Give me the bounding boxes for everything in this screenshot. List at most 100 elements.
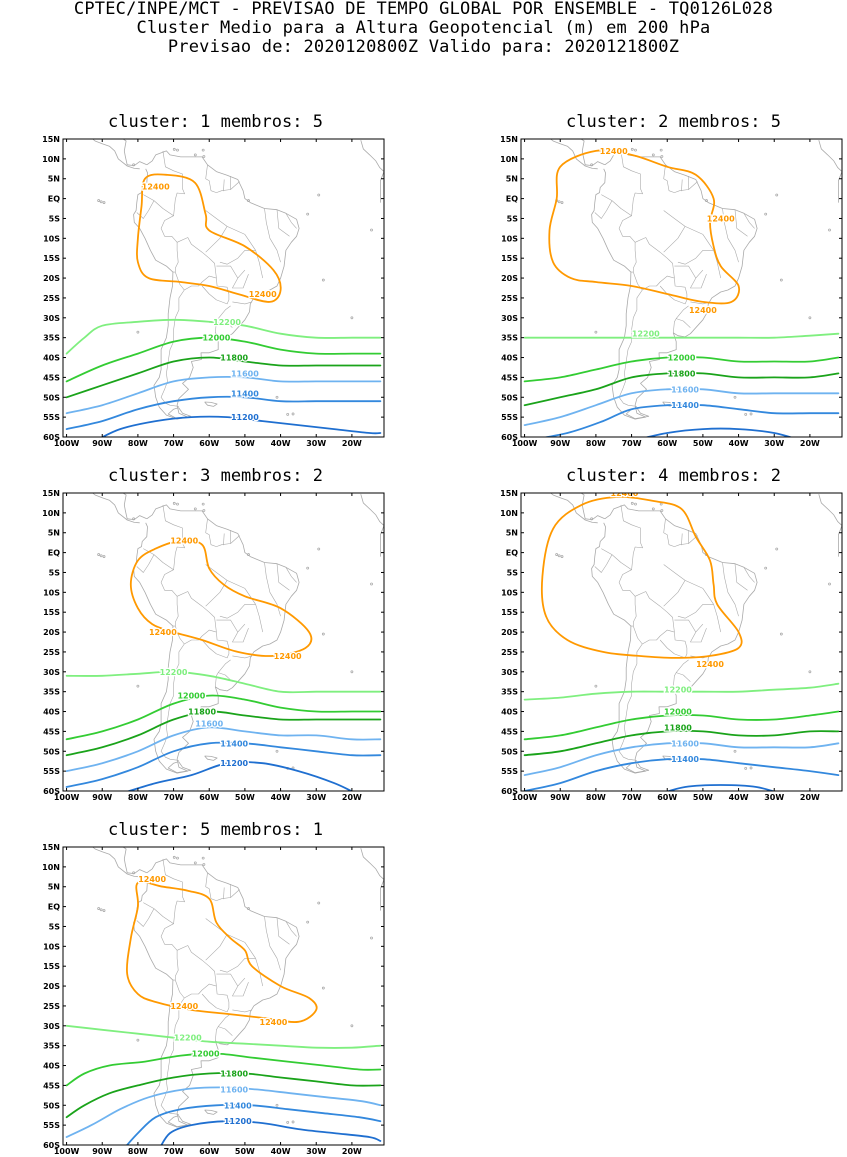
country-border (594, 554, 613, 573)
contour-label-12400: 12400 (707, 214, 735, 223)
contour-11600 (65, 726, 382, 772)
lon-label: 60W (199, 439, 219, 448)
lon-label: 80W (128, 793, 148, 802)
country-border (160, 923, 179, 981)
coastline-south-america (133, 150, 300, 420)
country-border (276, 917, 290, 945)
country-border (232, 623, 249, 643)
country-border (201, 278, 230, 305)
country-border (160, 997, 185, 1115)
lon-label: 80W (586, 793, 606, 802)
lat-label: 40S (43, 708, 60, 717)
map-panel-cluster-3: 12400 12400 12400 12200 12000 11800 11600 11400… (42, 489, 385, 802)
lat-label: 35S (501, 334, 518, 343)
contour-label-12400: 12400 (138, 875, 166, 884)
lat-label: EQ (48, 549, 60, 558)
lon-label: 60W (657, 439, 677, 448)
country-border (285, 213, 297, 229)
country-border (160, 215, 179, 273)
island (102, 201, 106, 204)
lon-label: 30W (306, 1147, 326, 1156)
country-border (675, 305, 689, 319)
lat-label: EQ (48, 903, 60, 912)
lon-label: 60W (199, 1147, 219, 1156)
map-svg: 12400 12400 12400 12200 12000 11800 11600 11400… (42, 843, 385, 1156)
contour-11400 (65, 741, 382, 788)
lon-label: 20W (342, 439, 362, 448)
lon-label: 80W (128, 439, 148, 448)
lat-label: 45S (43, 727, 60, 736)
map-frame (62, 846, 385, 1146)
coastline-layer (92, 139, 384, 420)
contour-11600 (523, 387, 840, 426)
island (97, 553, 101, 556)
contour-11800 (65, 710, 382, 757)
contour-label-12000: 12000 (192, 1050, 220, 1059)
country-border (175, 979, 217, 999)
island (744, 766, 748, 770)
lat-label: 10N (500, 155, 518, 164)
island (202, 863, 206, 866)
lat-label: 25S (43, 648, 60, 657)
contour-label-12200: 12200 (632, 330, 660, 339)
header-title-line: CPTEC/INPE/MCT - PREVISAO DE TEMPO GLOBA… (73, 0, 774, 19)
lon-label: 30W (764, 793, 784, 802)
contour-label-12000: 12000 (668, 354, 696, 363)
island (136, 330, 140, 334)
lon-label: 50W (235, 793, 255, 802)
lat-label: EQ (506, 549, 518, 558)
country-border (690, 269, 707, 289)
island (132, 517, 136, 521)
lat-label: 20S (43, 982, 60, 991)
country-border (160, 569, 179, 627)
country-border (216, 619, 239, 633)
panel-title-cluster-4: cluster: 4 membros: 2 (566, 466, 781, 486)
lat-label: 30S (43, 1022, 60, 1031)
map-frame (520, 138, 843, 438)
island (630, 147, 634, 151)
contour-label-12200: 12200 (160, 668, 188, 677)
contour-12400 (136, 173, 282, 303)
contour-12400 (540, 495, 743, 659)
country-border (201, 632, 230, 659)
island (201, 856, 205, 860)
contour-label-12400: 12400 (170, 1002, 198, 1011)
island (99, 554, 103, 558)
coastline-central-america (122, 493, 147, 520)
coastline-south-america (591, 150, 758, 420)
island (634, 502, 637, 506)
map-panel-cluster-2: 12400 12400 12400 12200 12000 11800 11600 11400… (500, 135, 843, 448)
lat-label: 5S (49, 214, 61, 223)
contour-label-12400: 12400 (142, 183, 170, 192)
contour-label-11600: 11600 (671, 739, 699, 748)
island (321, 278, 325, 282)
lat-label: 55S (501, 413, 518, 422)
coastline-central-america (580, 493, 605, 520)
country-border (205, 918, 246, 943)
coastline-central-america-pacific (550, 139, 598, 170)
island (176, 502, 179, 506)
country-border (663, 226, 686, 253)
island (594, 330, 598, 334)
country-border (618, 643, 643, 761)
contour-12200 (523, 332, 840, 339)
island (560, 555, 564, 558)
island (630, 501, 634, 505)
coastline-central-america (580, 139, 605, 166)
lon-label: 20W (800, 439, 820, 448)
country-border (618, 569, 637, 627)
country-border (276, 209, 290, 237)
country-border (215, 1026, 233, 1041)
island (651, 153, 655, 157)
country-border (663, 564, 704, 589)
country-border (663, 210, 704, 235)
contour-11400 (542, 403, 840, 437)
lat-label: 55S (43, 413, 60, 422)
lat-label: 50S (43, 393, 60, 402)
lat-label: 60S (43, 433, 60, 442)
lon-label: 30W (306, 439, 326, 448)
island (557, 200, 561, 204)
island (102, 555, 106, 558)
country-border (722, 562, 739, 617)
lon-label: 70W (164, 793, 184, 802)
